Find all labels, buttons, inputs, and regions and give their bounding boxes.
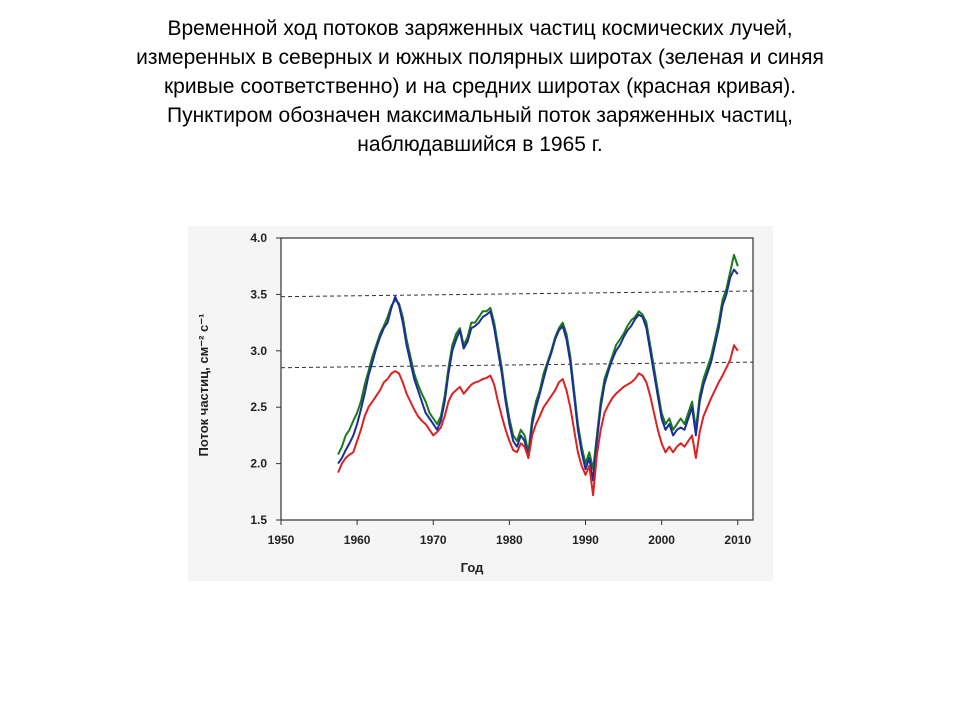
y-axis-title: Поток частиц, см⁻² с⁻¹ bbox=[196, 314, 211, 457]
reference-dashed-line bbox=[280, 361, 754, 369]
y-tick-label: 1.5 bbox=[250, 513, 267, 527]
chart-figure: 1.5 2.0 2.5 3.0 3.5 4.0 1950 1960 1970 1980 1990 20… bbox=[188, 226, 773, 581]
x-tick-label: 1960 bbox=[344, 533, 371, 547]
y-tick-label: 2.0 bbox=[250, 457, 267, 471]
caption-line-5: наблюдавшийся в 1965 г. bbox=[357, 133, 603, 156]
y-tick-label: 2.5 bbox=[250, 400, 267, 414]
x-axis-title: Год bbox=[461, 560, 484, 575]
caption-line-2: измеренных в северных и южных полярных ш… bbox=[136, 46, 824, 69]
slide-caption: Временной ход потоков заряженных частиц … bbox=[60, 14, 900, 159]
caption-line-3: кривые соответственно) и на средних широ… bbox=[163, 75, 797, 98]
y-tick-label: 4.0 bbox=[250, 231, 267, 245]
plot-frame bbox=[280, 237, 754, 521]
y-tick-label: 3.0 bbox=[250, 344, 267, 358]
x-tick-label: 1950 bbox=[268, 533, 295, 547]
caption-line-1: Временной ход потоков заряженных частиц … bbox=[167, 17, 793, 40]
cosmic-ray-flux-chart: 1.5 2.0 2.5 3.0 3.5 4.0 1950 1960 1970 1980 1990 20… bbox=[196, 231, 754, 575]
x-tick-label: 2010 bbox=[724, 533, 751, 547]
x-tick-label: 1970 bbox=[420, 533, 447, 547]
reference-dashed-line bbox=[280, 290, 754, 298]
y-tick-label: 3.5 bbox=[250, 287, 267, 301]
series-line-blue bbox=[337, 268, 739, 482]
x-tick-label: 1980 bbox=[496, 533, 523, 547]
caption-line-4: Пунктиром обозначен максимальный поток з… bbox=[166, 104, 794, 127]
series-line-red bbox=[337, 344, 739, 497]
x-tick-label: 2000 bbox=[648, 533, 675, 547]
x-tick-label: 1990 bbox=[572, 533, 599, 547]
